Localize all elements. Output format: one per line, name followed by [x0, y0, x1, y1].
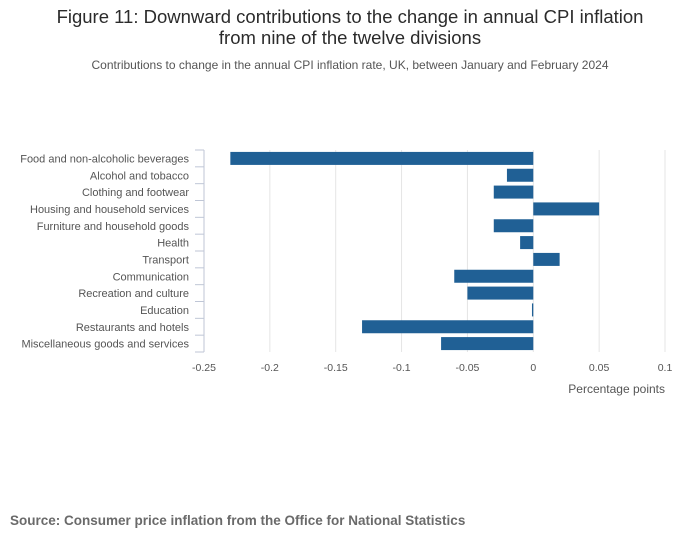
- x-tick-label: -0.1: [393, 362, 411, 374]
- bar: [533, 252, 560, 266]
- chart-subtitle: Contributions to change in the annual CP…: [91, 58, 609, 72]
- category-label: Alcohol and tobacco: [90, 170, 189, 182]
- category-label: Transport: [142, 254, 189, 266]
- bar: [520, 236, 534, 250]
- category-label: Furniture and household goods: [37, 221, 190, 233]
- category-label: Food and non-alcoholic beverages: [20, 153, 189, 165]
- bar: [531, 303, 534, 317]
- x-tick-label: -0.2: [261, 362, 279, 374]
- category-label: Clothing and footwear: [82, 187, 189, 199]
- source-note: Source: Consumer price inflation from th…: [10, 513, 466, 528]
- x-tick-label: -0.25: [192, 362, 216, 374]
- bar: [441, 337, 534, 351]
- category-label: Housing and household services: [30, 204, 189, 216]
- x-axis-title: Percentage points: [568, 382, 665, 396]
- bar: [506, 168, 534, 182]
- chart-title-line-2: from nine of the twelve divisions: [218, 27, 482, 48]
- category-label: Education: [140, 305, 189, 317]
- x-tick-label: -0.05: [455, 362, 479, 374]
- x-tick-label: 0.1: [658, 362, 673, 374]
- bar: [230, 151, 534, 165]
- category-label: Health: [157, 238, 189, 250]
- chart-title: Figure 11: Downward contributions to the…: [0, 6, 700, 48]
- category-label: Miscellaneous goods and services: [21, 339, 189, 351]
- category-label: Recreation and culture: [78, 288, 189, 300]
- bar: [533, 202, 600, 216]
- bar: [493, 185, 534, 199]
- bar: [454, 269, 534, 283]
- chart-title-line-1: Figure 11: Downward contributions to the…: [56, 6, 644, 27]
- x-tick-label: -0.15: [324, 362, 348, 374]
- x-tick-label: 0: [530, 362, 536, 374]
- bar: [467, 286, 534, 300]
- category-label: Restaurants and hotels: [76, 322, 190, 334]
- category-label: Communication: [113, 271, 189, 283]
- bar: [362, 320, 534, 334]
- bar: [493, 219, 534, 233]
- x-tick-label: 0.05: [589, 362, 610, 374]
